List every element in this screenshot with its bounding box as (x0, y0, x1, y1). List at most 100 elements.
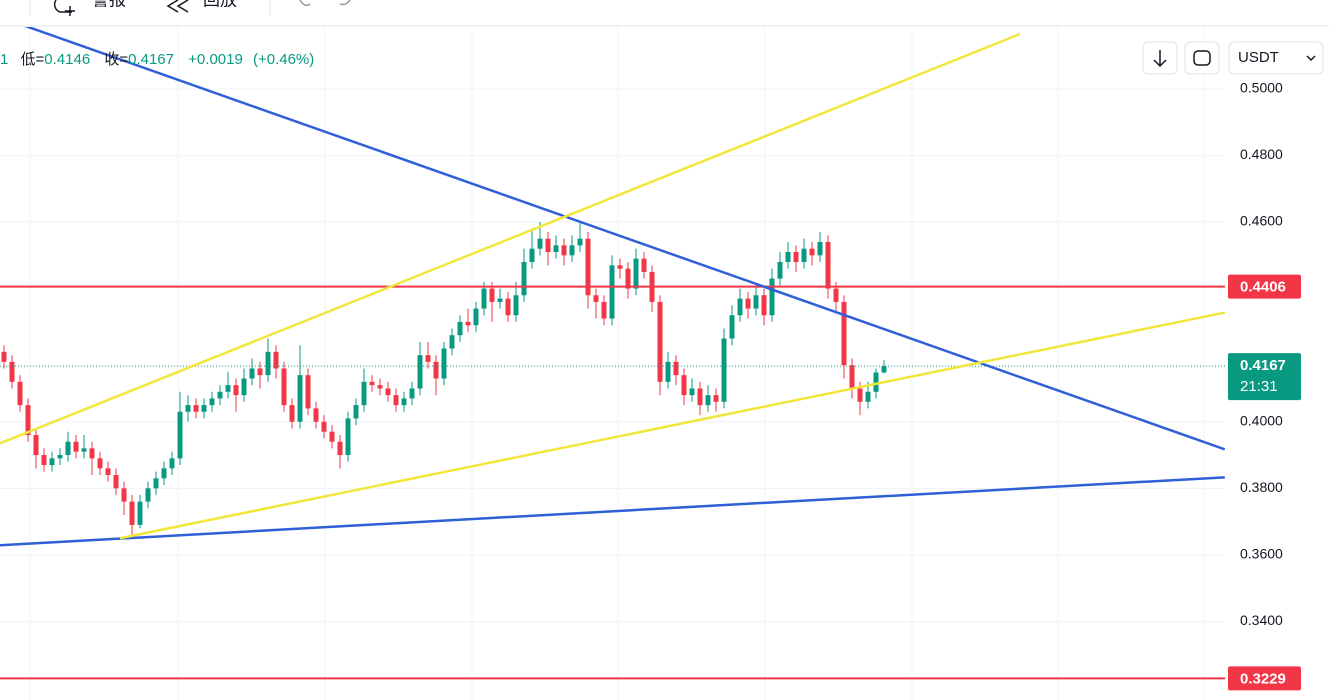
candle-body (297, 375, 303, 422)
toolbar-item[interactable]: 警报 (92, 0, 126, 9)
candle-body (537, 238, 543, 249)
price-label: 0.3229 (1240, 670, 1286, 687)
candle-body (385, 388, 391, 396)
candle-body (585, 238, 591, 296)
price-label-bg (1228, 666, 1301, 691)
candle-body (49, 458, 55, 466)
candle-body (449, 335, 455, 349)
candle-body (521, 261, 527, 296)
toolbar-item[interactable]: 回放 (203, 0, 237, 9)
price-label-bg (1228, 274, 1301, 299)
candle-body (153, 478, 159, 489)
candle-body (481, 288, 487, 309)
last-price-label: 0.4167 (1240, 357, 1286, 374)
currency-select[interactable] (1228, 41, 1324, 75)
candle-body (89, 448, 95, 459)
candle-body (569, 245, 575, 256)
candle-body (393, 395, 399, 406)
candle-body (617, 265, 623, 269)
candle-body (289, 405, 295, 422)
candle-body (673, 361, 679, 376)
candle-body (729, 315, 735, 339)
candle-body (721, 338, 727, 402)
candle-body (489, 288, 495, 302)
candle-body (849, 365, 855, 389)
legend-label: 收= (104, 51, 128, 68)
countdown: 21:31 (1240, 378, 1278, 395)
legend-value: (+0.46%) (253, 51, 314, 68)
candle-body (641, 258, 647, 272)
candle-body (265, 351, 271, 376)
candle-body (81, 448, 87, 452)
candle-body (593, 295, 599, 302)
candle-body (161, 468, 167, 479)
candle-body (329, 431, 335, 442)
candle-body (713, 395, 719, 402)
candle-body (545, 238, 551, 252)
candle-body (377, 385, 383, 389)
y-tick-label: 0.4000 (1240, 412, 1283, 428)
candle-body (817, 242, 823, 256)
trendline (0, 32, 1021, 445)
legend-value: +0.0019 (188, 51, 243, 68)
toolbar (0, 0, 1329, 26)
currency: USDT (1238, 49, 1279, 66)
candle-body (137, 501, 143, 525)
legend-value: 0.4167 (128, 51, 174, 68)
candle-body (881, 366, 887, 373)
candle-body (121, 488, 127, 502)
candle-body (129, 501, 135, 525)
reset-button[interactable] (1184, 41, 1220, 75)
replay-icon[interactable] (166, 0, 189, 13)
candle-body (657, 301, 663, 382)
price-axis: 0.5000 0.4800 0.4600 0.4000 0.3800 0.3600 0.34… (1225, 27, 1329, 700)
candle-body (1, 351, 7, 362)
candle-body (273, 351, 279, 369)
candle-body (281, 368, 287, 406)
candle-body (865, 391, 871, 402)
candle-body (417, 355, 423, 389)
candle-body (793, 251, 799, 262)
legend-label: 低= (21, 51, 45, 68)
y-tick-label: 0.3400 (1240, 612, 1283, 628)
legend-prefix: 1 (0, 51, 8, 68)
candle-body (785, 251, 791, 262)
candle-body (353, 405, 359, 419)
trendline (0, 476, 1225, 547)
y-tick-label: 0.5000 (1240, 80, 1283, 96)
candle-body (321, 421, 327, 432)
alert-icon[interactable] (53, 0, 75, 16)
candle-body (753, 295, 759, 309)
candle-body (249, 368, 255, 379)
legend-value: 0.4146 (44, 51, 90, 68)
candle-body (345, 418, 351, 456)
candle-body (217, 391, 223, 399)
down-icon (1153, 50, 1167, 68)
candle-body (257, 368, 263, 376)
candle-body (361, 381, 367, 406)
ohlc-legend: 1 低=0.4146 收=0.4167 +0.0019 (+0.46%) (0, 51, 314, 68)
candle-body (801, 248, 807, 262)
candle-body (665, 361, 671, 382)
candle-body (225, 385, 231, 392)
candle-body (505, 298, 511, 316)
candle-body (9, 361, 15, 382)
candle-body (177, 411, 183, 459)
undo-redo[interactable] (299, 0, 351, 7)
price-label: 0.4406 (1240, 279, 1286, 296)
candle-body (513, 295, 519, 316)
candle-body (209, 398, 215, 406)
candle-body (441, 348, 447, 379)
candle-body (185, 405, 191, 412)
candle-body (313, 408, 319, 422)
candle-body (737, 298, 743, 316)
trendline (24, 27, 1225, 451)
candle-body (609, 265, 615, 319)
y-tick-label: 0.4800 (1240, 146, 1283, 162)
candle-body (553, 245, 559, 252)
candle-body (97, 458, 103, 469)
candle-body (841, 301, 847, 366)
candle-body (201, 405, 207, 412)
